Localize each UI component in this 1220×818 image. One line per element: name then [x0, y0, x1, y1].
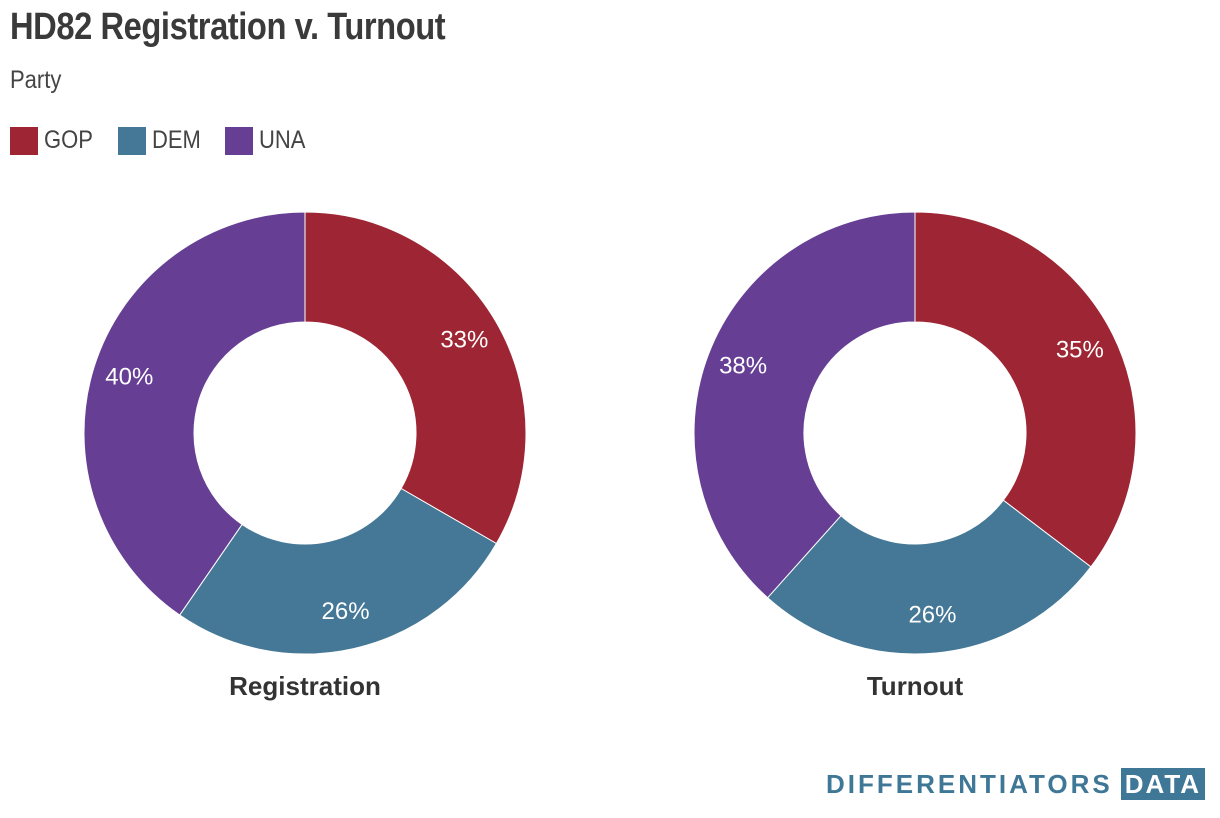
- registration-chart-title: Registration: [229, 671, 381, 701]
- chart-subtitle: Party: [10, 66, 62, 94]
- legend-label-gop: GOP: [44, 126, 93, 154]
- turnout-slice-gop[interactable]: [914, 211, 1137, 568]
- legend-label-una: UNA: [259, 126, 306, 154]
- registration-label-una: 40%: [105, 364, 153, 391]
- legend-swatch-dem: [117, 126, 146, 155]
- turnout-chart-title: Turnout: [867, 671, 964, 701]
- legend: GOP DEM UNA: [10, 126, 330, 155]
- registration-slice-dem[interactable]: [178, 487, 498, 655]
- legend-label-dem: DEM: [151, 126, 201, 154]
- turnout-slice-una[interactable]: [693, 211, 916, 599]
- brand-logo: DIFFERENTIATORS DATA: [826, 768, 1206, 800]
- turnout-label-una: 38%: [719, 353, 767, 380]
- registration-label-dem: 26%: [322, 598, 370, 625]
- legend-swatch-una: [225, 126, 254, 155]
- registration-slice-gop[interactable]: [304, 211, 527, 545]
- legend-item-dem[interactable]: DEM: [117, 126, 208, 155]
- legend-swatch-gop: [10, 126, 38, 155]
- turnout-slice-dem[interactable]: [766, 499, 1092, 655]
- registration-slice-una[interactable]: [83, 211, 306, 616]
- registration-label-gop: 33%: [440, 326, 488, 353]
- legend-item-gop[interactable]: GOP: [10, 126, 100, 155]
- chart-title: HD82 Registration v. Turnout: [10, 6, 446, 48]
- turnout-label-gop: 35%: [1056, 337, 1104, 364]
- brand-word: DIFFERENTIATORS: [826, 768, 1113, 799]
- brand-box: DATA: [1120, 768, 1206, 800]
- turnout-label-dem: 26%: [908, 602, 956, 629]
- legend-item-una[interactable]: UNA: [225, 126, 312, 155]
